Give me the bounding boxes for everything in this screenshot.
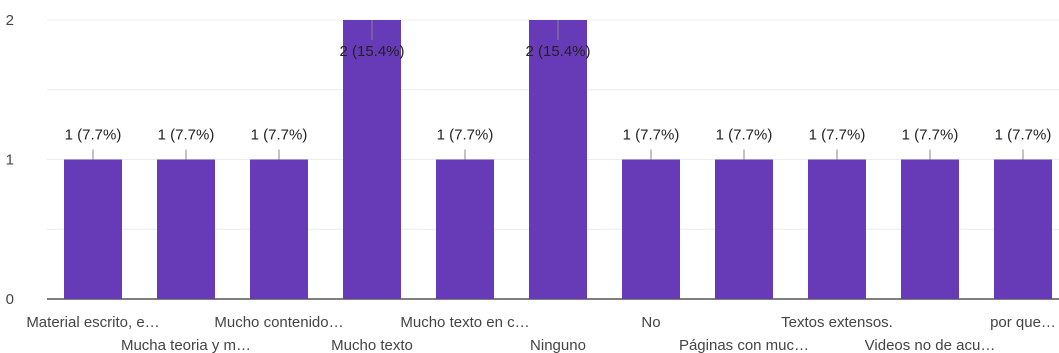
data-label: 1 (7.7%): [809, 127, 866, 144]
x-axis: Material escrito, e… Mucha teoria y m… Muc…: [26, 314, 1056, 353]
x-tick-label: No: [641, 314, 660, 331]
bar: [808, 159, 866, 299]
y-tick-label: 2: [6, 12, 14, 29]
data-label: 1 (7.7%): [902, 127, 959, 144]
bar: [250, 159, 308, 299]
bars: [64, 20, 1052, 299]
y-axis: 0 1 2: [6, 12, 14, 308]
x-tick-label: Videos no de acu…: [865, 337, 996, 353]
x-tick-label: Páginas con muc…: [679, 337, 809, 353]
y-tick-label: 1: [6, 152, 14, 169]
bar: [622, 159, 680, 299]
bar: [994, 159, 1052, 299]
data-label: 1 (7.7%): [716, 127, 773, 144]
data-label: 2 (15.4%): [339, 43, 404, 60]
x-tick-label: Mucho texto en c…: [400, 314, 529, 331]
bar: [64, 159, 122, 299]
bar: [436, 159, 494, 299]
x-tick-label: por que…: [990, 314, 1056, 331]
data-label: 2 (15.4%): [525, 43, 590, 60]
x-tick-label: Mucho texto: [331, 337, 413, 353]
bar: [529, 20, 587, 299]
data-label: 1 (7.7%): [623, 127, 680, 144]
data-label: 1 (7.7%): [65, 127, 122, 144]
x-tick-label: Mucho contenido…: [214, 314, 343, 331]
x-tick-label: Mucha teoria y m…: [121, 337, 251, 353]
data-label: 1 (7.7%): [158, 127, 215, 144]
x-tick-label: Material escrito, e…: [26, 314, 159, 331]
y-tick-label: 0: [6, 291, 14, 308]
x-tick-label: Ninguno: [530, 337, 586, 353]
x-tick-label: Textos extensos.: [781, 314, 893, 331]
data-label: 1 (7.7%): [995, 127, 1052, 144]
bar: [901, 159, 959, 299]
data-label: 1 (7.7%): [251, 127, 308, 144]
bar: [343, 20, 401, 299]
data-labels: 1 (7.7%) 1 (7.7%) 1 (7.7%) 2 (15.4%) 1 (7.7%…: [65, 20, 1052, 160]
bar: [157, 159, 215, 299]
data-label: 1 (7.7%): [437, 127, 494, 144]
bar: [715, 159, 773, 299]
